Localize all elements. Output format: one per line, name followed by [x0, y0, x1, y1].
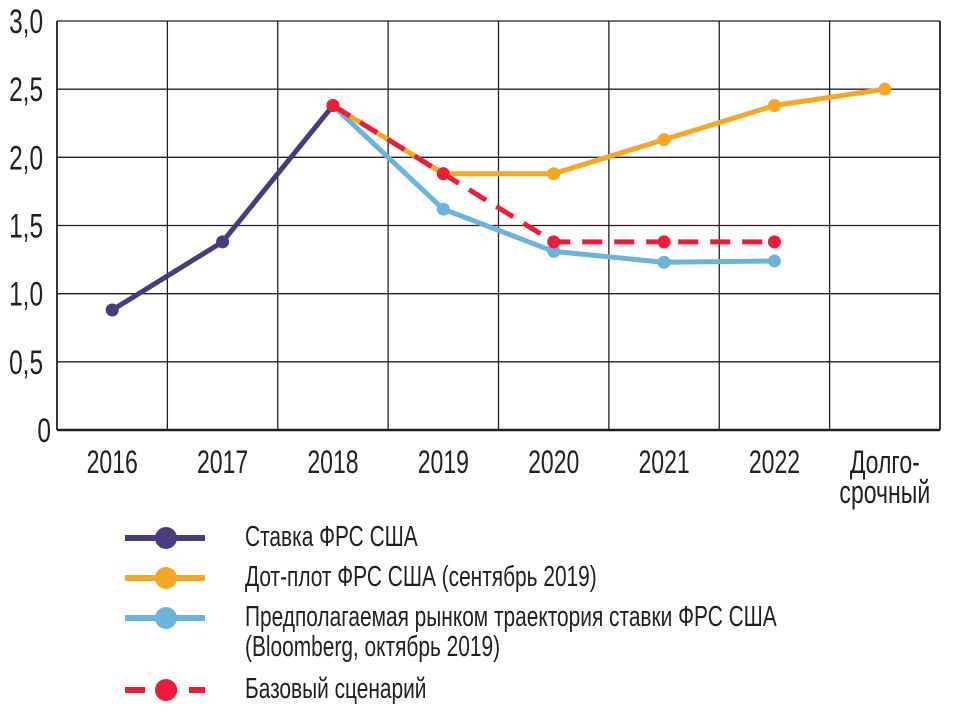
data-point — [547, 244, 561, 258]
x-tick-label: 2022 — [749, 444, 800, 480]
x-tick-label: Долго-срочныйпериод — [839, 444, 930, 510]
legend-item-base-scenario: Базовый сценарий — [125, 674, 955, 714]
data-point — [767, 235, 781, 249]
x-tick-label-line: 2020 — [528, 444, 579, 480]
legend-marker — [155, 679, 177, 701]
x-tick-label-line: 2016 — [87, 444, 138, 480]
legend: Ставка ФРС США Дот-плот ФРС США (сентябр… — [125, 522, 955, 714]
x-tick-label: 2019 — [418, 444, 469, 480]
legend-item-dot-plot: Дот-плот ФРС США (сентябрь 2019) — [125, 562, 955, 602]
legend-label: Ставка ФРС США — [245, 521, 418, 553]
data-point — [657, 255, 671, 269]
x-tick-label-line: период — [846, 504, 923, 510]
data-point — [326, 99, 340, 113]
data-point — [657, 235, 671, 249]
legend-marker — [155, 527, 177, 549]
chart: 0 0,5 1,0 1,5 2,0 2,5 3,0 2016 2017 2018 2019 2020… — [9, 3, 941, 510]
x-axis-ticks: 2016 2017 2018 2019 2020 2021 2022 Долго-срочны… — [87, 444, 931, 510]
x-tick-label: 2016 — [87, 444, 138, 480]
x-tick-label-line: 2017 — [197, 444, 248, 480]
y-tick-label: 3,0 — [9, 3, 43, 41]
x-tick-label: 2017 — [197, 444, 248, 480]
x-tick-label-line: 2018 — [307, 444, 358, 480]
data-point — [547, 167, 561, 181]
data-point — [547, 235, 561, 249]
y-tick-label: 2,0 — [9, 139, 43, 177]
legend-swatch-dot-plot — [125, 567, 205, 589]
data-point — [216, 235, 230, 249]
legend-item-fed-rate: Ставка ФРС США — [125, 522, 955, 562]
data-point — [878, 82, 892, 96]
legend-label: Дот-плот ФРС США (сентябрь 2019) — [245, 561, 597, 593]
x-tick-label-line: срочный — [839, 474, 930, 510]
legend-marker — [155, 567, 177, 589]
x-tick-label-line: 2022 — [749, 444, 800, 480]
data-point — [767, 254, 781, 268]
legend-swatch-fed-rate — [125, 527, 205, 549]
data-point — [105, 303, 119, 317]
legend-swatch-market-path — [125, 607, 205, 629]
grid — [56, 20, 941, 432]
legend-marker — [155, 607, 177, 629]
data-point — [657, 133, 671, 147]
series-line — [110, 103, 335, 313]
series-layer — [105, 82, 892, 317]
y-tick-label: 0 — [37, 412, 51, 450]
legend-label: Предполагаемая рынком траектория ставки … — [245, 601, 777, 663]
legend-item-market-path: Предполагаемая рынком траектория ставки … — [125, 602, 955, 674]
data-point — [436, 167, 450, 181]
y-tick-label: 1,0 — [9, 276, 43, 314]
data-point — [436, 202, 450, 216]
y-tick-label: 0,5 — [9, 344, 43, 382]
x-tick-label: 2020 — [528, 444, 579, 480]
y-tick-label: 2,5 — [9, 71, 43, 109]
legend-swatch-base-scenario — [125, 679, 205, 701]
y-axis-ticks: 0 0,5 1,0 1,5 2,0 2,5 3,0 — [9, 3, 51, 450]
data-point — [767, 99, 781, 113]
x-tick-label-line: 2021 — [638, 444, 689, 480]
legend-label: Базовый сценарий — [245, 673, 427, 705]
x-tick-label: 2018 — [307, 444, 358, 480]
x-tick-label: 2021 — [638, 444, 689, 480]
x-tick-label-line: 2019 — [418, 444, 469, 480]
y-tick-label: 1,5 — [9, 208, 43, 246]
x-tick-label-line: Долго- — [850, 444, 920, 480]
